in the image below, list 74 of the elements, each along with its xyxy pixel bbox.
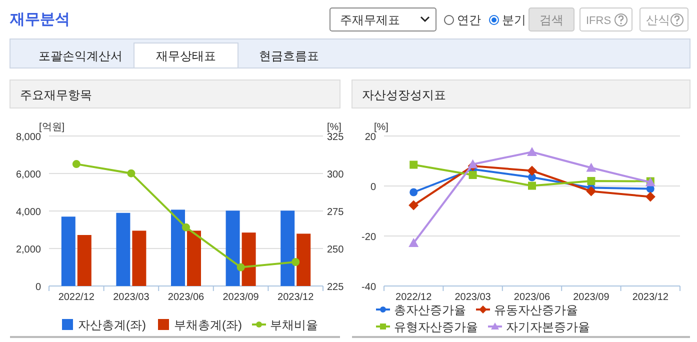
y-tick-label: 20 <box>364 132 376 143</box>
legend-label: 자기자본증가율 <box>506 320 590 334</box>
point <box>292 258 300 266</box>
y-tick-label: 6,000 <box>16 170 42 180</box>
bar <box>61 216 76 286</box>
bar <box>77 235 92 286</box>
text: 재무상태표 <box>156 49 216 63</box>
x-tick-label: 2023/12 <box>632 292 669 303</box>
y2-tick-label: 275 <box>327 207 344 218</box>
y2-tick-label: 325 <box>327 132 344 143</box>
legend-label: 유형자산증가율 <box>394 320 478 334</box>
x-tick-label: 2022/12 <box>396 292 432 303</box>
x-tick-label: 2023/09 <box>222 292 260 303</box>
y-tick-label: 8,000 <box>16 132 42 143</box>
text: 재무분석 <box>9 11 70 28</box>
legend-label: 부채비율 <box>270 318 318 332</box>
chart-title: 주요재무항목 <box>20 88 92 102</box>
legend-label: 총자산증가율 <box>394 303 466 317</box>
bar <box>242 232 256 286</box>
point <box>468 159 478 168</box>
x-tick-label: 2023/03 <box>113 292 150 303</box>
text: 현금흐름표 <box>259 49 319 63</box>
point <box>527 147 537 156</box>
point <box>468 171 477 179</box>
bar <box>171 210 185 286</box>
point <box>528 182 536 190</box>
point <box>408 200 419 210</box>
point <box>645 192 656 202</box>
bar <box>296 234 311 286</box>
y2-tick-label: 250 <box>327 244 344 256</box>
y2-tick-label: 300 <box>327 170 344 180</box>
point <box>408 238 419 247</box>
point <box>410 188 418 196</box>
bar <box>132 230 146 286</box>
point <box>586 186 596 196</box>
bar <box>187 230 201 286</box>
y-tick-label: -20 <box>362 232 376 243</box>
point <box>586 162 596 172</box>
y-tick-label: 0 <box>35 282 42 293</box>
legend-label: 유동자산증가율 <box>494 303 578 317</box>
bar <box>280 210 295 286</box>
text: 주재무제표 <box>340 13 400 27</box>
point <box>127 169 136 178</box>
x-tick-label: 2022/12 <box>58 292 95 303</box>
y-axis-title: [%] <box>374 122 389 133</box>
text: 산식 <box>646 13 670 27</box>
bar <box>116 212 130 286</box>
bar <box>226 210 240 286</box>
y2-axis-title: [%] <box>327 122 342 133</box>
y2-tick-label: 225 <box>327 282 344 293</box>
y-tick-label: -40 <box>362 282 376 293</box>
x-tick-label: 2023/09 <box>573 292 610 303</box>
point <box>72 160 80 168</box>
x-tick-label: 2023/06 <box>514 292 551 303</box>
point <box>182 223 190 232</box>
text: 연간 <box>457 13 481 27</box>
y-tick-label: 4,000 <box>16 207 42 218</box>
x-tick-label: 2023/12 <box>278 292 314 303</box>
text: IFRS <box>586 15 612 27</box>
x-tick-label: 2023/03 <box>454 292 492 303</box>
y-tick-label: 0 <box>370 182 376 193</box>
text: 검색 <box>540 13 564 27</box>
y-axis-title: [억원] <box>39 122 65 133</box>
legend-label: 부채총계(좌) <box>174 318 242 332</box>
point <box>410 160 418 169</box>
chart-title: 자산성장성지표 <box>362 88 446 102</box>
x-tick-label: 2023/06 <box>168 292 205 303</box>
legend-label: 자산총계(좌) <box>78 318 146 332</box>
y-tick-label: 2,000 <box>16 244 42 256</box>
text: 포괄손익계산서 <box>38 49 122 63</box>
point <box>236 263 245 272</box>
text: 분기 <box>502 13 526 27</box>
point <box>527 166 537 176</box>
point <box>587 177 596 185</box>
